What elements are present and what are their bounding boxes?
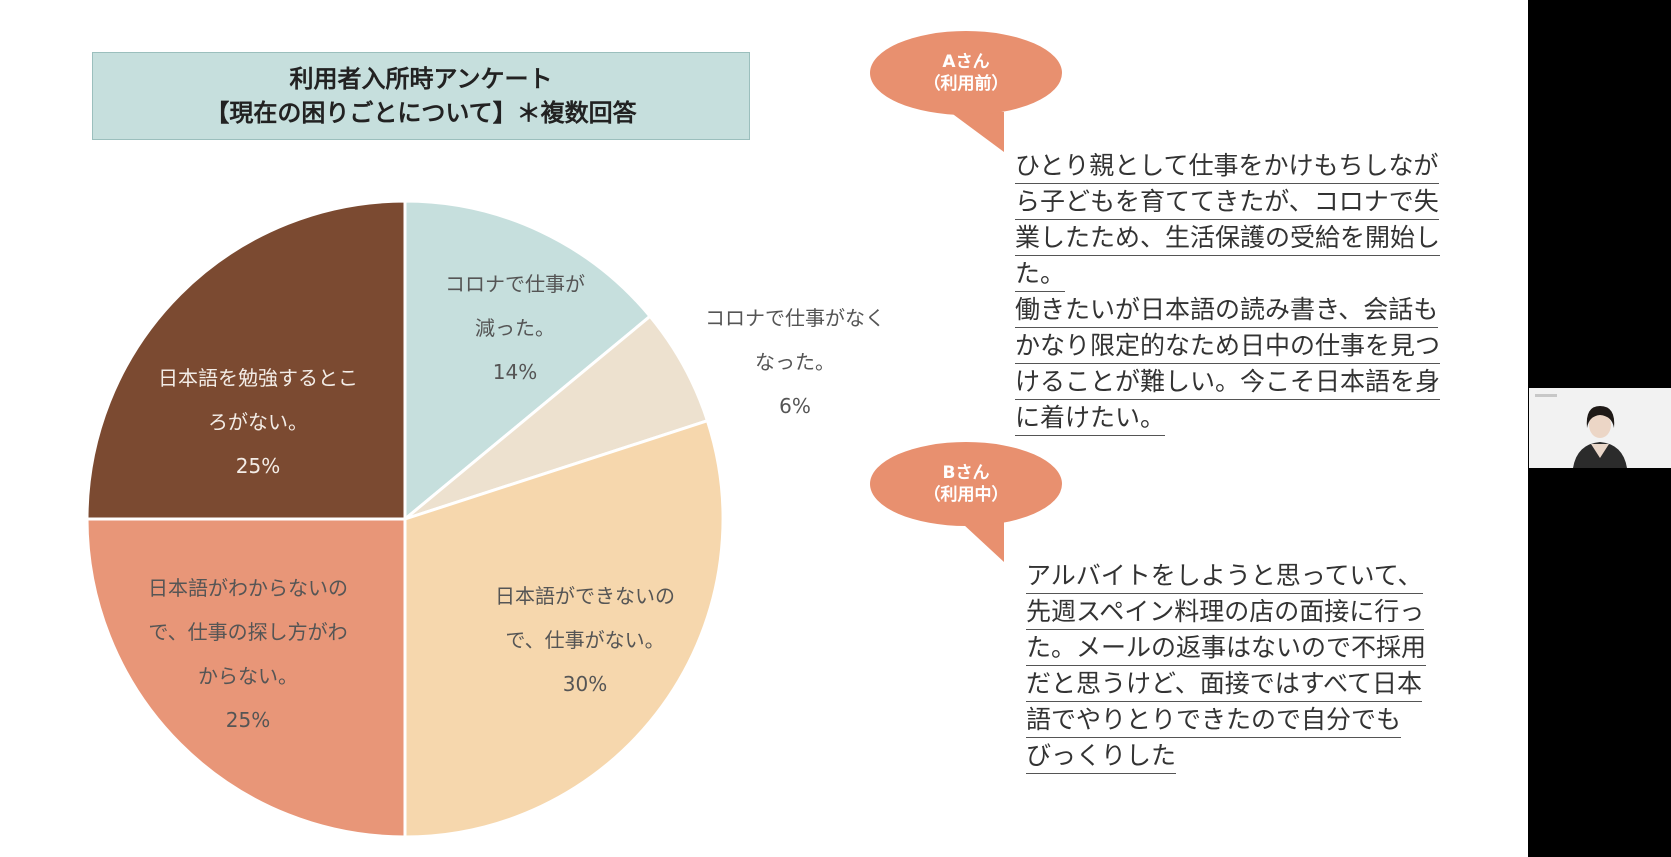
bubble-a-tail	[950, 112, 1004, 152]
pie-slice-1	[404, 314, 710, 521]
bubble-a-name: Aさん	[942, 52, 990, 72]
slice-text-line: からない。	[198, 664, 298, 688]
quote-a-line: に着けたい。	[1015, 400, 1166, 436]
slice-text-line: コロナで仕事が	[445, 272, 585, 296]
quote-b-line: アルバイトをしようと思っていて、	[1026, 558, 1423, 594]
pie-slice-0	[403, 199, 653, 523]
presenter-avatar	[1529, 388, 1671, 468]
slice-text-line: 日本語がわからないの	[148, 576, 348, 600]
quote-b-line: 先週スペイン料理の店の面接に行っ	[1026, 594, 1425, 630]
bubble-a-status: （利用前）	[923, 74, 1009, 94]
slice-text-line: 減った。	[475, 316, 555, 340]
slice-value: 14%	[492, 360, 538, 384]
quote-b-line: た。メールの返事はないので不採用	[1026, 630, 1427, 666]
slice-label-corona-lost: コロナで仕事がなく なった。 6%	[675, 296, 915, 428]
presenter-video-thumbnail[interactable]	[1529, 388, 1671, 468]
quote-a-line: ひとり親として仕事をかけもちしなが	[1015, 148, 1439, 184]
quote-a-line: かなり限定的なため日中の仕事を見つ	[1015, 328, 1441, 364]
pie-chart	[85, 112, 1004, 839]
pie-slice-3	[85, 517, 407, 839]
title-line-2: 【現在の困りごとについて】＊複数回答	[205, 99, 637, 127]
quote-b-line: 語でやりとりできたので自分でも	[1026, 702, 1402, 738]
slice-label-no-study-place: 日本語を勉強するとこ ろがない。 25%	[128, 356, 388, 488]
quote-a-line: ら子どもを育ててきたが、コロナで失	[1015, 184, 1439, 220]
slice-value: 6%	[779, 394, 811, 418]
speech-bubble-a: Aさん （利用前）	[870, 31, 1062, 115]
pie-slice-2	[403, 418, 725, 839]
presentation-slide: 利用者入所時アンケート 【現在の困りごとについて】＊複数回答 コロナで仕事が 減…	[0, 0, 1528, 857]
bubble-b-name: Bさん	[942, 463, 990, 483]
slice-text-line: で、仕事の探し方がわ	[148, 620, 348, 644]
slice-text-line: 日本語を勉強するとこ	[158, 366, 358, 390]
speech-bubble-b: Bさん （利用中）	[870, 442, 1062, 526]
quote-b-line: びっくりした	[1026, 738, 1177, 774]
slice-value: 25%	[225, 708, 271, 732]
quote-a-line: けることが難しい。今こそ日本語を身	[1015, 364, 1441, 400]
quote-a-line: 働きたいが日本語の読み書き、会話も	[1015, 292, 1439, 328]
bubble-b-status: （利用中）	[923, 485, 1009, 505]
pie-slice-4	[85, 199, 407, 521]
slice-text-line: コロナで仕事がなく	[705, 306, 885, 330]
slice-text-line: なった。	[755, 350, 835, 374]
quote-b-line: だと思うけど、面接ではすべて日本	[1026, 666, 1423, 702]
slice-value: 25%	[235, 454, 281, 478]
slice-value: 30%	[562, 672, 608, 696]
chart-title-box: 利用者入所時アンケート 【現在の困りごとについて】＊複数回答	[92, 52, 750, 140]
slice-text-line: で、仕事がない。	[505, 628, 665, 652]
slice-label-corona-reduced: コロナで仕事が 減った。 14%	[405, 262, 625, 394]
slice-label-no-japanese-no-job: 日本語ができないの で、仕事がない。 30%	[470, 574, 700, 706]
slice-label-job-search: 日本語がわからないの で、仕事の探し方がわ からない。 25%	[118, 566, 378, 742]
slice-text-line: ろがない。	[208, 410, 308, 434]
slice-text-line: 日本語ができないの	[495, 584, 675, 608]
quote-a-line: 業したため、生活保護の受給を開始し	[1015, 220, 1441, 256]
quote-a: ひとり親として仕事をかけもちしなが ら子どもを育ててきたが、コロナで失 業したた…	[1015, 148, 1441, 436]
title-line-1: 利用者入所時アンケート	[289, 65, 553, 93]
quote-a-line: た。	[1015, 256, 1066, 292]
quote-b: アルバイトをしようと思っていて、 先週スペイン料理の店の面接に行っ た。メールの…	[1026, 558, 1427, 774]
